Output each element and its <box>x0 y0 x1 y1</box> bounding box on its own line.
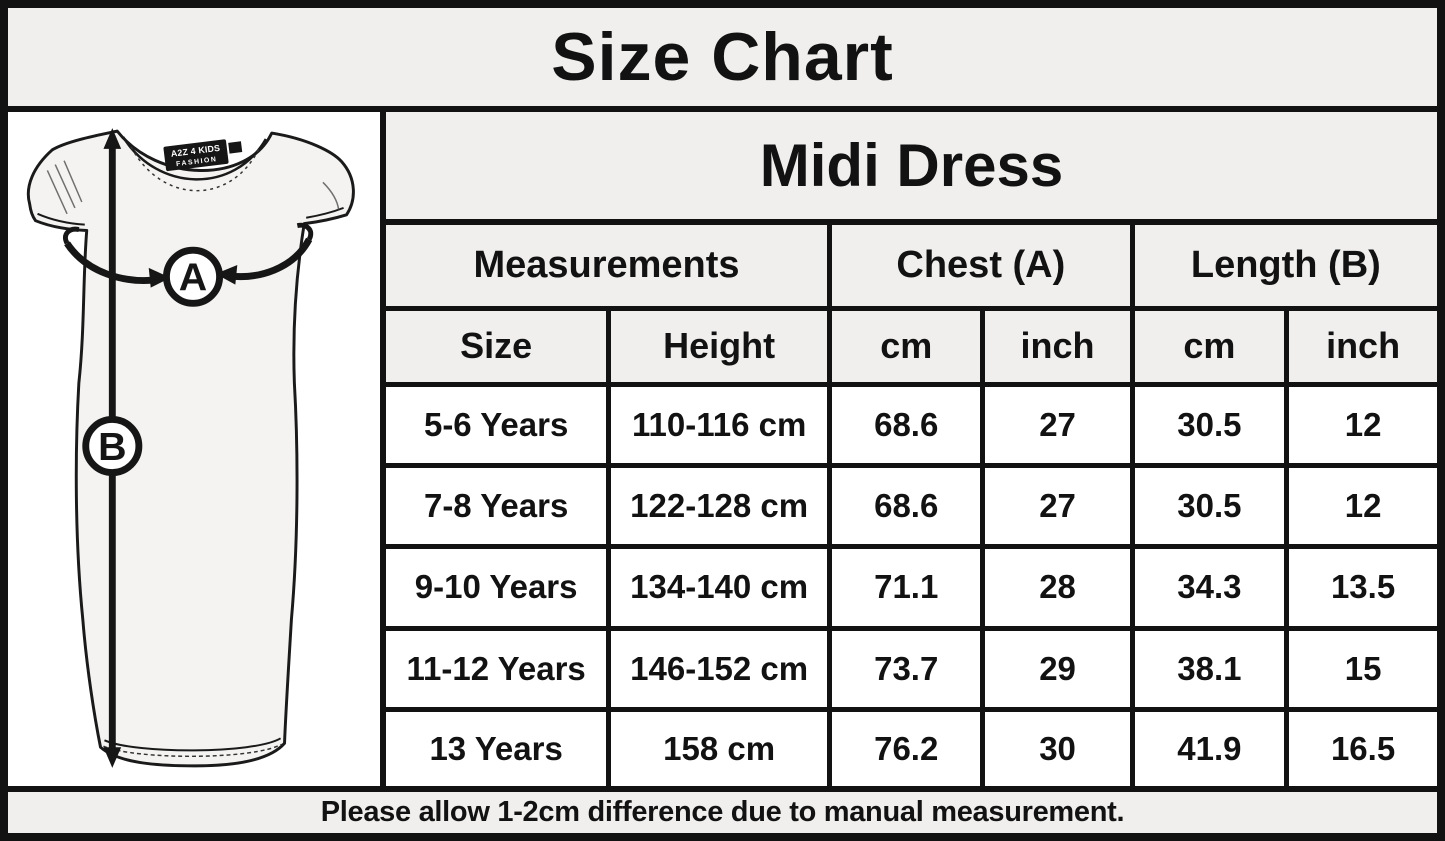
cell-length-inch: 13.5 <box>1284 544 1437 631</box>
subheader-length-inch: inch <box>1284 305 1437 387</box>
cell-height: 146-152 cm <box>606 625 832 712</box>
measurement-note: Please allow 1-2cm difference due to man… <box>320 796 1125 828</box>
cell-length-cm: 38.1 <box>1129 625 1290 712</box>
subheader-size: Size <box>386 305 612 387</box>
cell-size: 9-10 Years <box>386 544 612 631</box>
size-table: Midi Dress Measurements Chest (A) Length… <box>386 112 1437 786</box>
collar-stitch-line <box>130 146 260 192</box>
left-cuff-line <box>37 212 85 226</box>
cell-chest-cm: 76.2 <box>826 706 986 786</box>
cell-chest-cm: 68.6 <box>826 462 986 550</box>
header-length: Length (B) <box>1129 219 1437 311</box>
cell-height: 110-116 cm <box>606 381 832 468</box>
dress-diagram-panel: A2Z 4 KIDS FASHION <box>8 112 386 786</box>
size-table-panel: Midi Dress Measurements Chest (A) Length… <box>386 112 1437 786</box>
cell-length-inch: 12 <box>1284 381 1437 468</box>
cell-length-cm: 30.5 <box>1129 462 1290 550</box>
cell-chest-cm: 68.6 <box>826 381 986 468</box>
cell-chest-inch: 27 <box>980 462 1135 550</box>
cell-chest-inch: 30 <box>980 706 1135 786</box>
cell-length-cm: 41.9 <box>1129 706 1290 786</box>
subheader-chest-inch: inch <box>980 305 1135 387</box>
title-band: Size Chart <box>8 8 1437 112</box>
subheader-height: Height <box>606 305 832 387</box>
cell-chest-cm: 73.7 <box>826 625 986 712</box>
cell-length-inch: 15 <box>1284 625 1437 712</box>
sleeve-fold-lines <box>46 160 340 215</box>
main-area: A2Z 4 KIDS FASHION <box>8 112 1437 786</box>
right-cuff-line <box>306 206 344 219</box>
table-row: 9-10 Years 134-140 cm 71.1 28 34.3 13.5 <box>386 544 1437 631</box>
chest-marker: A <box>163 246 224 307</box>
brand-label: A2Z 4 KIDS FASHION <box>163 139 243 172</box>
cell-size: 5-6 Years <box>386 381 612 468</box>
header-chest: Chest (A) <box>827 219 1135 311</box>
sub-header-row: Size Height cm inch cm inch <box>386 305 1437 387</box>
subheader-length-cm: cm <box>1129 305 1290 387</box>
product-header-row: Midi Dress <box>386 112 1437 225</box>
chest-measure-arrow <box>62 222 314 288</box>
cell-length-cm: 34.3 <box>1129 544 1290 631</box>
chest-marker-letter: A <box>179 256 207 300</box>
hem-stitch-line <box>104 737 282 752</box>
cell-size: 7-8 Years <box>386 462 612 550</box>
table-row: 5-6 Years 110-116 cm 68.6 27 30.5 12 <box>386 381 1437 468</box>
page-title: Size Chart <box>551 19 894 95</box>
length-marker-letter: B <box>98 425 126 469</box>
cell-length-inch: 16.5 <box>1284 706 1437 786</box>
cell-height: 134-140 cm <box>606 544 832 631</box>
cell-height: 122-128 cm <box>606 462 832 550</box>
product-name: Midi Dress <box>386 112 1437 225</box>
collar-line <box>122 136 267 181</box>
cell-size: 11-12 Years <box>386 625 612 712</box>
table-row: 7-8 Years 122-128 cm 68.6 27 30.5 12 <box>386 462 1437 550</box>
cell-length-inch: 12 <box>1284 462 1437 550</box>
length-marker: B <box>82 416 143 477</box>
cell-chest-inch: 29 <box>980 625 1135 712</box>
table-row: 11-12 Years 146-152 cm 73.7 29 38.1 15 <box>386 625 1437 712</box>
subheader-chest-cm: cm <box>826 305 986 387</box>
cell-size: 13 Years <box>386 706 612 786</box>
dress-measurement-illustration: A2Z 4 KIDS FASHION <box>26 128 355 768</box>
group-header-row: Measurements Chest (A) Length (B) <box>386 219 1437 311</box>
cell-chest-cm: 71.1 <box>826 544 986 631</box>
table-row: 13 Years 158 cm 76.2 30 41.9 16.5 <box>386 706 1437 786</box>
cell-chest-inch: 28 <box>980 544 1135 631</box>
header-measurements: Measurements <box>386 219 832 311</box>
footer-band: Please allow 1-2cm difference due to man… <box>8 786 1437 833</box>
cell-chest-inch: 27 <box>980 381 1135 468</box>
size-tag <box>228 141 243 154</box>
cell-height: 158 cm <box>606 706 832 786</box>
cell-length-cm: 30.5 <box>1129 381 1290 468</box>
